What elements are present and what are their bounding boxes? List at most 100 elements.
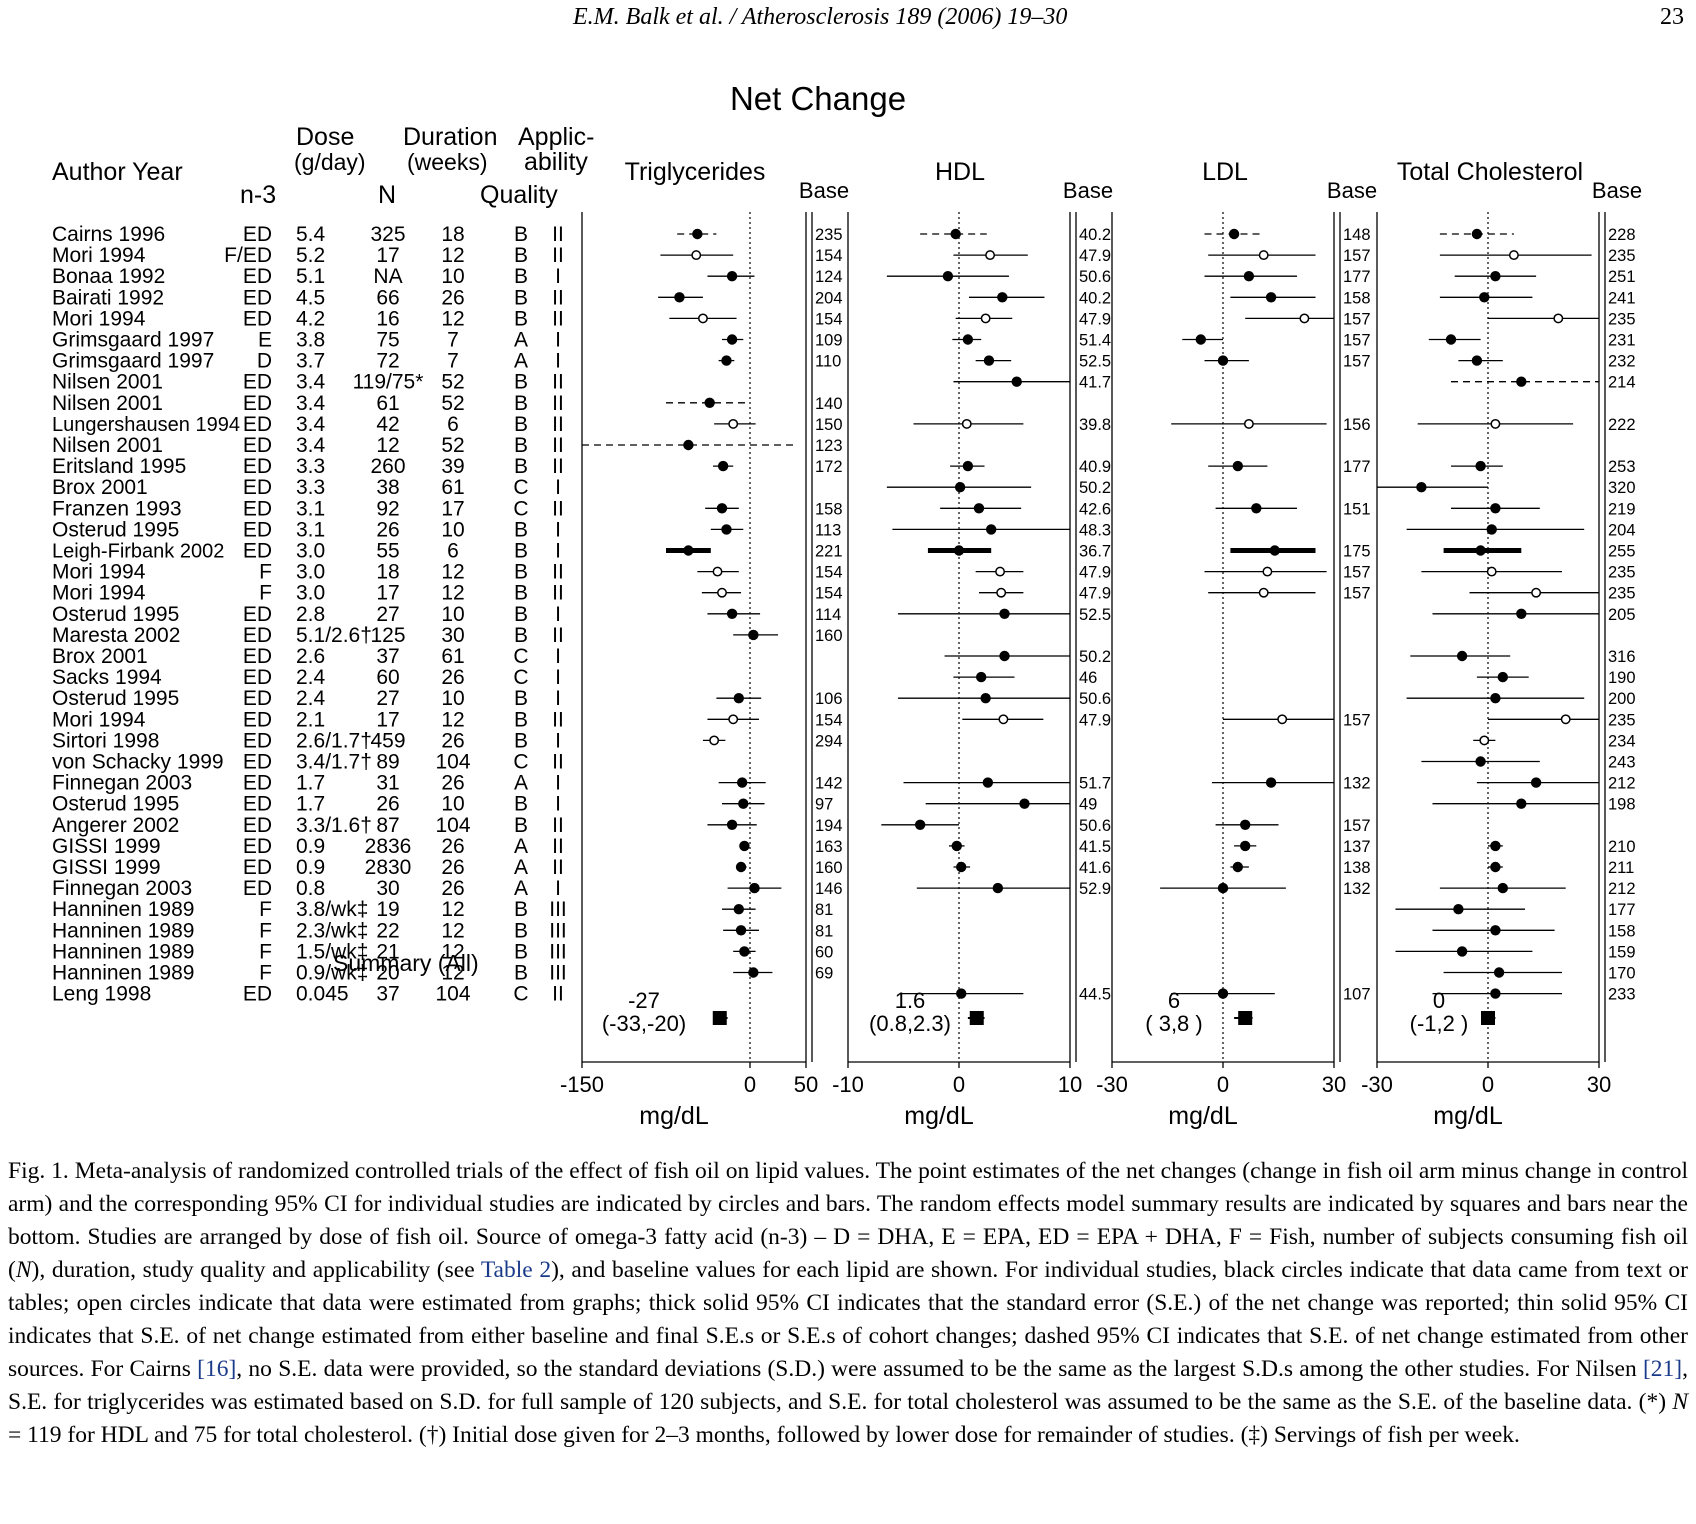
baseline-value: 42.6 [1079, 500, 1111, 518]
forest-row: 210 [1488, 838, 1636, 856]
forest-row: 154 [660, 247, 843, 265]
study-duration: 12 [441, 561, 464, 584]
study-n3-source: ED [243, 476, 272, 499]
study-quality: C [513, 476, 528, 499]
study-quality: C [513, 645, 528, 668]
study-dose: 3.4 [296, 413, 326, 436]
study-quality: B [514, 518, 528, 541]
baseline-value: 109 [815, 332, 843, 350]
point-estimate-filled [1475, 460, 1486, 472]
table-2-link[interactable]: Table 2 [480, 1257, 552, 1283]
baseline-value: 151 [1343, 500, 1371, 518]
study-n3-source: ED [243, 223, 272, 246]
forest-row: 172 [713, 458, 843, 476]
baseline-value: 160 [815, 627, 843, 645]
forest-panels: Triglycerides Base -150 0 50 mg/dL 235 154 124 20… [560, 158, 1642, 1130]
study-n3-source: ED [243, 772, 272, 795]
point-estimate-filled [980, 693, 991, 704]
x-tick-label: 0 [1482, 1072, 1494, 1097]
header-quality: Quality [480, 181, 558, 209]
point-estimate-filled [1232, 861, 1244, 873]
forest-row: 40.9 [950, 458, 1111, 476]
study-author: Osterud 1995 [52, 793, 179, 816]
study-row: Sirtori 1998 ED 2.6/1.7†459 26 B I [52, 729, 561, 752]
x-axis-label: mg/dL [639, 1102, 709, 1130]
point-estimate-filled [733, 693, 744, 704]
baseline-value: 158 [1608, 922, 1636, 940]
summary-label: Summary (All) [333, 950, 479, 976]
summary-estimate: 1.6(0.8,2.3) [869, 988, 985, 1036]
forest-row: 255 [1443, 543, 1636, 561]
baseline-value: 39.8 [1079, 416, 1111, 434]
baseline-value: 243 [1608, 754, 1636, 772]
forest-row: 107 [1171, 986, 1371, 1004]
study-applicability: II [552, 413, 564, 436]
study-duration: 17 [441, 497, 464, 520]
baseline-value: 52.5 [1079, 606, 1111, 624]
baseline-value: 154 [815, 310, 843, 328]
forest-row: 138 [1230, 859, 1371, 877]
point-estimate-filled [1011, 376, 1022, 387]
point-estimate-open [1277, 714, 1288, 725]
point-estimate-open [998, 714, 1009, 725]
study-n3-source: ED [243, 835, 272, 858]
baseline-value: 211 [1608, 859, 1634, 877]
study-duration: 26 [441, 286, 464, 309]
study-applicability: II [552, 624, 564, 647]
study-duration: 7 [447, 329, 459, 352]
baseline-value: 204 [1608, 521, 1636, 539]
forest-row: 235 [1488, 711, 1636, 729]
study-row: GISSI 1999 ED 0.9 2830 26 A II [52, 856, 564, 879]
point-estimate-filled [1493, 967, 1505, 978]
baseline-value: 175 [1343, 543, 1371, 561]
study-n3-source: F [259, 940, 272, 963]
x-tick-label: 0 [953, 1072, 965, 1097]
study-dose: 1.5/wk‡ [296, 940, 368, 963]
point-estimate-filled [1456, 650, 1468, 662]
summary-value: 0 [1433, 988, 1445, 1013]
forest-row: 234 [1473, 732, 1636, 750]
study-applicability: II [552, 751, 564, 774]
reference-21-link[interactable]: [21] [1642, 1356, 1683, 1382]
baseline-value: 253 [1608, 458, 1636, 476]
study-quality: C [513, 666, 528, 689]
caption-italic-n: N [15, 1257, 32, 1283]
point-estimate-filled [726, 608, 738, 619]
study-applicability: III [549, 940, 567, 963]
study-applicability: I [555, 350, 561, 373]
point-estimate-filled [1265, 292, 1277, 303]
summary-value: -27 [628, 988, 660, 1013]
baseline-value: 212 [1608, 775, 1636, 793]
forest-row: 44.5 [900, 986, 1111, 1004]
point-estimate-filled [716, 503, 728, 514]
point-estimate-filled [738, 798, 749, 809]
point-estimate-filled [1490, 693, 1501, 704]
baseline-value: 107 [1343, 986, 1371, 1004]
study-author: Sirtori 1998 [52, 729, 159, 752]
study-dose: 3.4 [296, 434, 326, 457]
baseline-value: 132 [1343, 880, 1371, 898]
study-applicability: II [552, 223, 564, 246]
point-estimate-filled [951, 840, 962, 852]
study-n3-source: ED [243, 751, 272, 774]
study-quality: B [514, 455, 528, 478]
point-estimate-filled [1240, 840, 1251, 852]
forest-row: 294 [702, 732, 843, 750]
forest-row: 241 [1439, 289, 1636, 307]
study-quality: B [514, 793, 528, 816]
study-quality: B [514, 540, 528, 563]
baseline-value: 235 [1608, 585, 1636, 603]
study-duration: 10 [441, 518, 464, 541]
point-estimate-filled [1516, 608, 1527, 619]
study-n: 75 [376, 329, 399, 352]
study-quality: B [514, 898, 528, 921]
summary-square [1238, 1011, 1253, 1025]
study-dose: 0.045 [296, 983, 349, 1006]
study-quality: B [514, 919, 528, 942]
point-estimate-filled [999, 608, 1010, 619]
reference-16-link[interactable]: [16] [197, 1356, 237, 1382]
study-n3-source: ED [243, 814, 272, 837]
study-dose: 3.1 [296, 497, 325, 520]
baseline-value: 157 [1343, 247, 1371, 265]
forest-row: 235 [677, 226, 843, 244]
